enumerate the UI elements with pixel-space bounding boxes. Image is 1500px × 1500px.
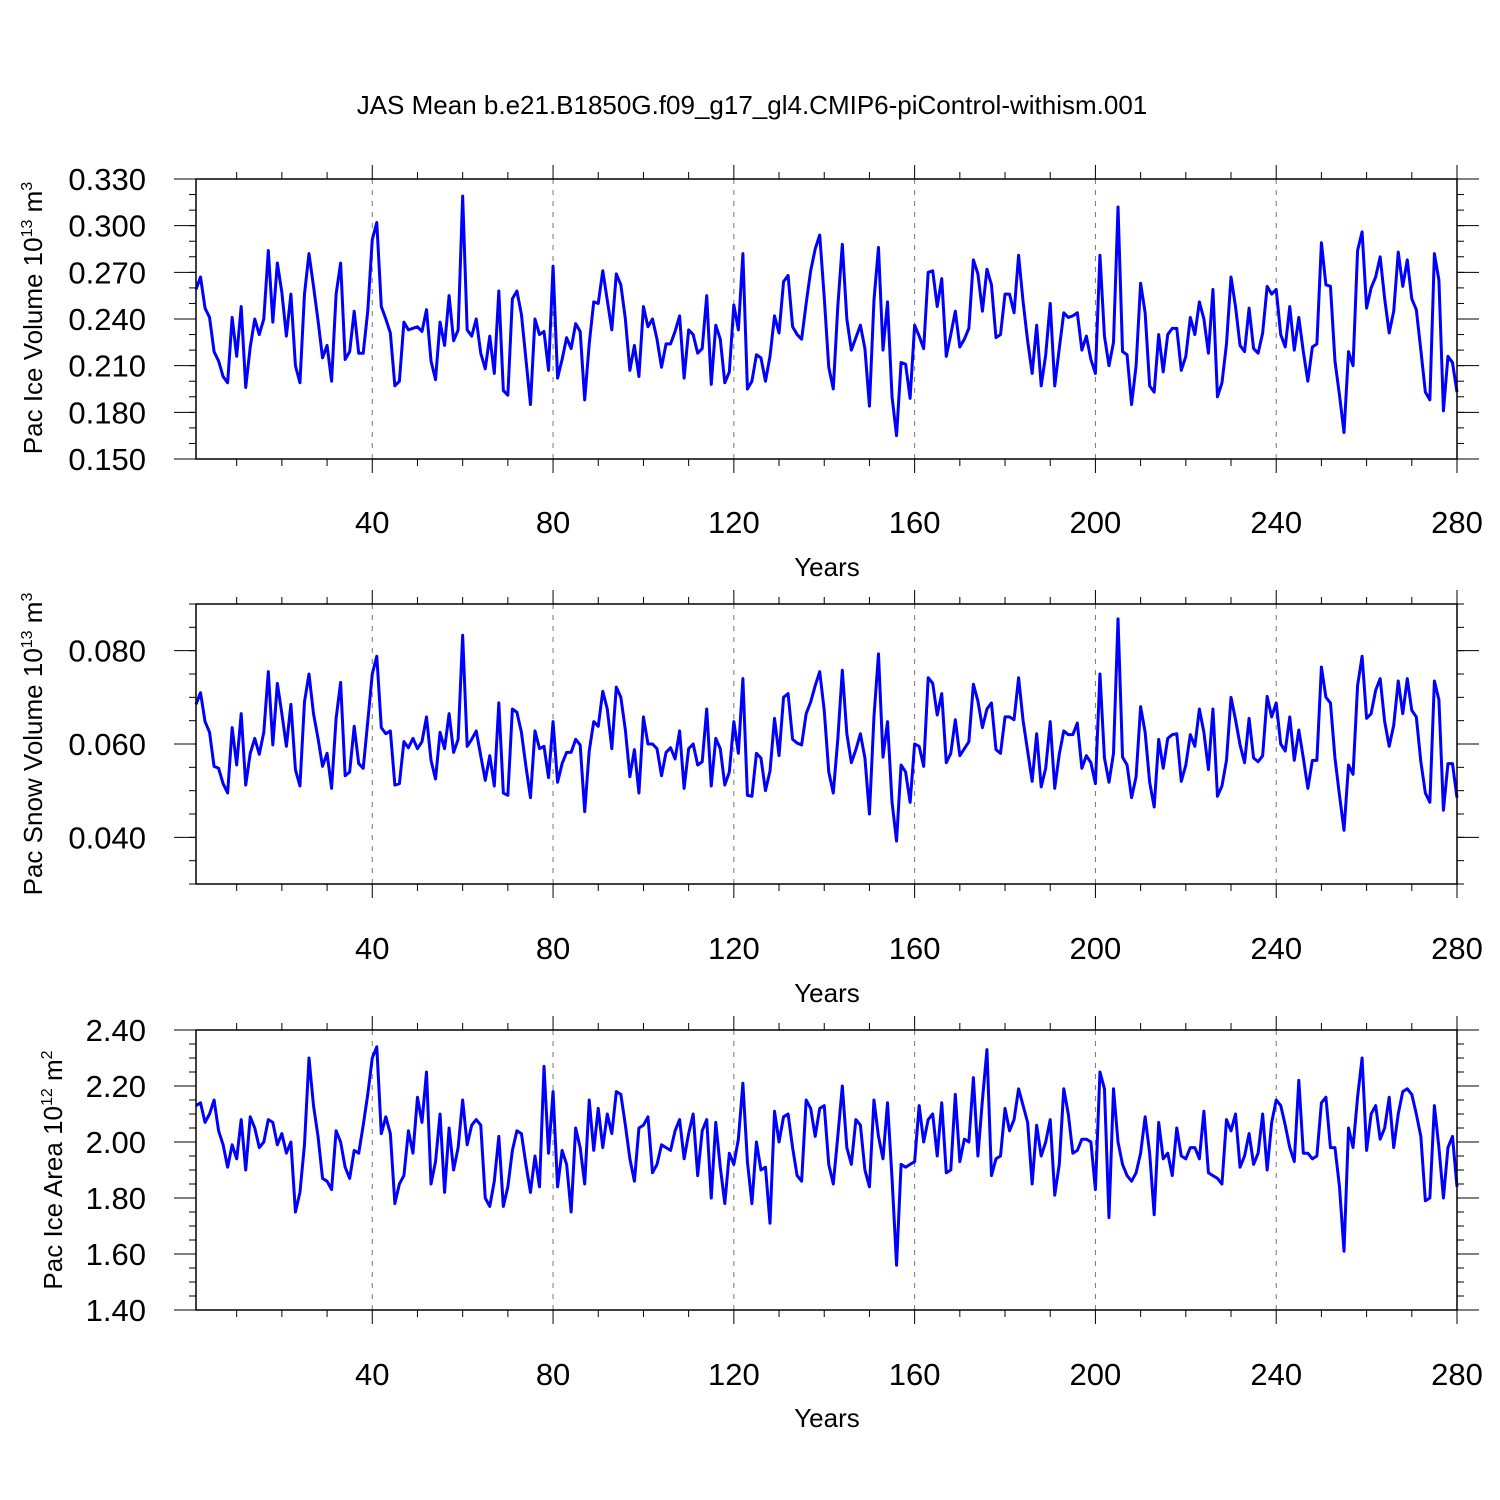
panel-ice-volume: Pac Ice Volume 1013 m3 Years 40 80 120 160 2… xyxy=(18,162,1483,582)
y-axis-label-ice-volume: Pac Ice Volume 1013 m3 xyxy=(18,182,48,455)
x-axis-label-ice-area: Years xyxy=(794,1403,860,1433)
y-tick-label: 1.60 xyxy=(86,1237,146,1272)
x-tick-label: 80 xyxy=(536,931,570,966)
x-tick-label: 240 xyxy=(1250,505,1302,540)
y-tick-label: 1.80 xyxy=(86,1181,146,1216)
y-tick-label: 0.060 xyxy=(68,727,146,762)
x-tick-label: 160 xyxy=(889,931,941,966)
series-line-ice-area xyxy=(195,1045,1459,1267)
x-tick-label: 160 xyxy=(889,1357,941,1392)
x-tick-label: 40 xyxy=(355,1357,389,1392)
plot-frame-ice-volume xyxy=(195,178,1458,460)
y-tick-label: 2.00 xyxy=(86,1125,146,1160)
y-tick-label: 0.040 xyxy=(68,820,146,855)
x-tick-label: 40 xyxy=(355,931,389,966)
x-tick-label: 160 xyxy=(889,505,941,540)
plot-frame-ice-area xyxy=(195,1029,1458,1311)
y-axis-label-snow-volume: Pac Snow Volume 1013 m3 xyxy=(18,593,48,896)
x-tick-label: 240 xyxy=(1250,931,1302,966)
y-tick-label: 2.20 xyxy=(86,1069,146,1104)
x-tick-label: 120 xyxy=(708,505,760,540)
series-line-snow-volume xyxy=(194,617,1459,843)
x-tick-label: 200 xyxy=(1070,931,1122,966)
panel-ice-area: Pac Ice Area 1012 m2 Years 40 80 120 160 200… xyxy=(38,1013,1483,1433)
x-tick-label: 120 xyxy=(708,931,760,966)
x-tick-label: 280 xyxy=(1431,505,1483,540)
x-tick-label: 120 xyxy=(708,1357,760,1392)
y-tick-label: 0.300 xyxy=(68,209,146,244)
y-tick-label: 0.270 xyxy=(68,255,146,290)
plot-frame-snow-volume xyxy=(195,603,1458,885)
panel-snow-volume: Pac Snow Volume 1013 m3 Years 40 80 120 160… xyxy=(18,590,1483,1008)
x-tick-label: 200 xyxy=(1070,1357,1122,1392)
x-tick-label: 80 xyxy=(536,1357,570,1392)
x-tick-label: 200 xyxy=(1070,505,1122,540)
y-tick-label: 0.150 xyxy=(68,442,146,477)
x-axis-label-snow-volume: Years xyxy=(794,978,860,1008)
x-tick-label: 240 xyxy=(1250,1357,1302,1392)
y-tick-label: 2.40 xyxy=(86,1013,146,1048)
y-tick-label: 0.330 xyxy=(68,162,146,197)
chart-title: JAS Mean b.e21.B1850G.f09_g17_gl4.CMIP6-… xyxy=(357,90,1148,120)
y-tick-label: 0.180 xyxy=(68,395,146,430)
y-tick-label: 1.40 xyxy=(86,1293,146,1328)
x-tick-label: 80 xyxy=(536,505,570,540)
series-line-ice-volume xyxy=(194,194,1459,438)
x-tick-label: 40 xyxy=(355,505,389,540)
y-axis-label-ice-area: Pac Ice Area 1012 m2 xyxy=(38,1050,68,1289)
x-axis-label-ice-volume: Years xyxy=(794,552,860,582)
y-tick-label: 0.080 xyxy=(68,634,146,669)
x-tick-label: 280 xyxy=(1431,931,1483,966)
y-tick-label: 0.210 xyxy=(68,349,146,384)
x-tick-label: 280 xyxy=(1431,1357,1483,1392)
y-tick-label: 0.240 xyxy=(68,302,146,337)
